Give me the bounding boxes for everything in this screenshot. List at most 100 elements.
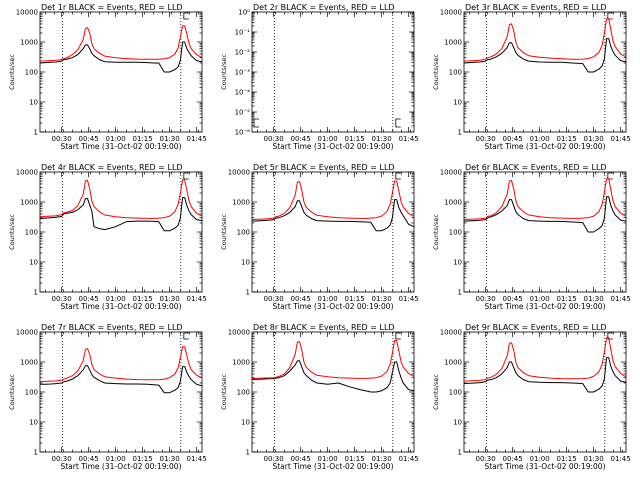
y-axis-label: Counts/sec: [220, 374, 228, 410]
bracket-marker: [395, 172, 401, 180]
plot-frame: [463, 11, 627, 133]
x-tick-label: 00:30: [476, 135, 496, 143]
y-axis-label: Counts/sec: [8, 374, 16, 410]
y-axis-label: Counts/sec: [220, 54, 228, 90]
x-tick-label: 00:30: [476, 295, 496, 303]
y-tick-label: 1: [458, 129, 462, 137]
x-axis-label: Start Time (31-Oct-02 00:19:00): [60, 462, 181, 471]
lld-series-line: [463, 18, 627, 62]
x-tick-label: 01:15: [345, 135, 365, 143]
events-series-line: [251, 199, 415, 232]
x-tick-label: 00:30: [264, 135, 284, 143]
x-tick-label: 01:00: [318, 295, 338, 303]
y-tick-label: 10: [241, 259, 250, 267]
detector-panel-6r: Det 6r BLACK = Events, RED = LLD 1 10 100 10…: [432, 163, 631, 311]
bracket-marker: [395, 332, 401, 340]
y-tick-label: 10⁻⁶: [235, 129, 251, 137]
y-tick-label: 10⁻¹: [235, 29, 251, 37]
y-tick-label: 10000: [16, 9, 38, 17]
plot-frame: [463, 331, 627, 453]
y-tick-label: 100: [25, 69, 38, 77]
x-tick-label: 00:45: [79, 295, 99, 303]
y-axis-label: Counts/sec: [8, 214, 16, 250]
y-axis-label: Counts/sec: [432, 374, 440, 410]
y-tick-label: 1: [246, 449, 250, 457]
x-tick-label: 00:45: [503, 295, 523, 303]
panel-title: Det 1r BLACK = Events, RED = LLD: [41, 3, 183, 12]
x-axis-label: Start Time (31-Oct-02 00:19:00): [484, 142, 605, 151]
x-tick-label: 01:30: [584, 455, 604, 463]
y-tick-label: 1000: [232, 359, 250, 367]
x-tick-label: 01:45: [611, 295, 631, 303]
x-axis-label: Start Time (31-Oct-02 00:19:00): [272, 142, 393, 151]
x-axis-label: Start Time (31-Oct-02 00:19:00): [60, 302, 181, 311]
y-axis-label: Counts/sec: [8, 54, 16, 90]
x-axis-label: Start Time (31-Oct-02 00:19:00): [272, 462, 393, 471]
panel-title: Det 9r BLACK = Events, RED = LLD: [465, 323, 607, 332]
x-tick-label: 01:00: [318, 455, 338, 463]
y-tick-label: 1000: [444, 359, 462, 367]
plot-frame: [251, 11, 415, 133]
y-tick-label: 100: [25, 389, 38, 397]
y-tick-label: 10: [241, 419, 250, 427]
x-tick-label: 00:45: [503, 135, 523, 143]
y-tick-label: 10: [29, 99, 38, 107]
panel-title: Det 3r BLACK = Events, RED = LLD: [465, 3, 607, 12]
y-tick-label: 1000: [444, 39, 462, 47]
x-tick-label: 00:30: [264, 455, 284, 463]
bracket-marker: [607, 12, 613, 20]
events-series-line: [251, 360, 415, 393]
y-tick-label: 10000: [440, 329, 462, 337]
y-tick-label: 10000: [228, 329, 250, 337]
bracket-marker: [395, 118, 401, 128]
x-axis-label: Start Time (31-Oct-02 00:19:00): [272, 302, 393, 311]
panel-title: Det 6r BLACK = Events, RED = LLD: [465, 163, 607, 172]
lld-series-line: [251, 180, 415, 221]
x-tick-label: 01:00: [106, 135, 126, 143]
y-axis-label: Counts/sec: [432, 54, 440, 90]
detector-panel-4r: Det 4r BLACK = Events, RED = LLD 1 10 100 10…: [8, 163, 207, 311]
panel-title: Det 2r BLACK = Events, RED = LLD: [253, 3, 395, 12]
detector-panel-8r: Det 8r BLACK = Events, RED = LLD 1 10 100 10…: [220, 323, 419, 471]
plot-frame: [251, 171, 415, 293]
x-axis-label: Start Time (31-Oct-02 00:19:00): [484, 302, 605, 311]
x-tick-label: 01:30: [160, 455, 180, 463]
x-tick-label: 01:00: [530, 135, 550, 143]
x-tick-label: 00:45: [503, 455, 523, 463]
x-tick-label: 00:45: [291, 295, 311, 303]
x-tick-label: 01:45: [187, 455, 207, 463]
x-tick-label: 01:00: [530, 455, 550, 463]
y-tick-label: 10000: [440, 9, 462, 17]
lld-series-line: [39, 179, 203, 219]
y-tick-label: 100: [25, 229, 38, 237]
y-tick-label: 10⁻⁴: [235, 89, 251, 97]
x-tick-label: 01:15: [133, 295, 153, 303]
y-tick-label: 10⁰: [238, 9, 250, 17]
x-tick-label: 00:30: [52, 455, 72, 463]
y-tick-label: 1: [458, 289, 462, 297]
x-tick-label: 01:30: [584, 135, 604, 143]
y-tick-label: 10000: [228, 169, 250, 177]
x-tick-label: 01:30: [372, 295, 392, 303]
y-tick-label: 10: [453, 419, 462, 427]
x-tick-label: 01:30: [372, 135, 392, 143]
y-tick-label: 100: [449, 229, 462, 237]
y-tick-label: 10: [29, 259, 38, 267]
plot-frame: [251, 331, 415, 453]
y-tick-label: 10⁻²: [235, 49, 251, 57]
x-tick-label: 00:30: [52, 295, 72, 303]
plot-frame: [39, 11, 203, 133]
y-tick-label: 10: [29, 419, 38, 427]
x-tick-label: 01:15: [345, 455, 365, 463]
y-tick-label: 100: [237, 389, 250, 397]
y-tick-label: 100: [237, 229, 250, 237]
y-tick-label: 1: [34, 289, 38, 297]
y-tick-label: 1000: [232, 199, 250, 207]
x-tick-label: 00:30: [476, 455, 496, 463]
y-tick-label: 1000: [444, 199, 462, 207]
y-tick-label: 10: [453, 99, 462, 107]
x-tick-label: 01:15: [345, 295, 365, 303]
x-tick-label: 01:00: [318, 135, 338, 143]
bracket-marker: [607, 172, 613, 180]
